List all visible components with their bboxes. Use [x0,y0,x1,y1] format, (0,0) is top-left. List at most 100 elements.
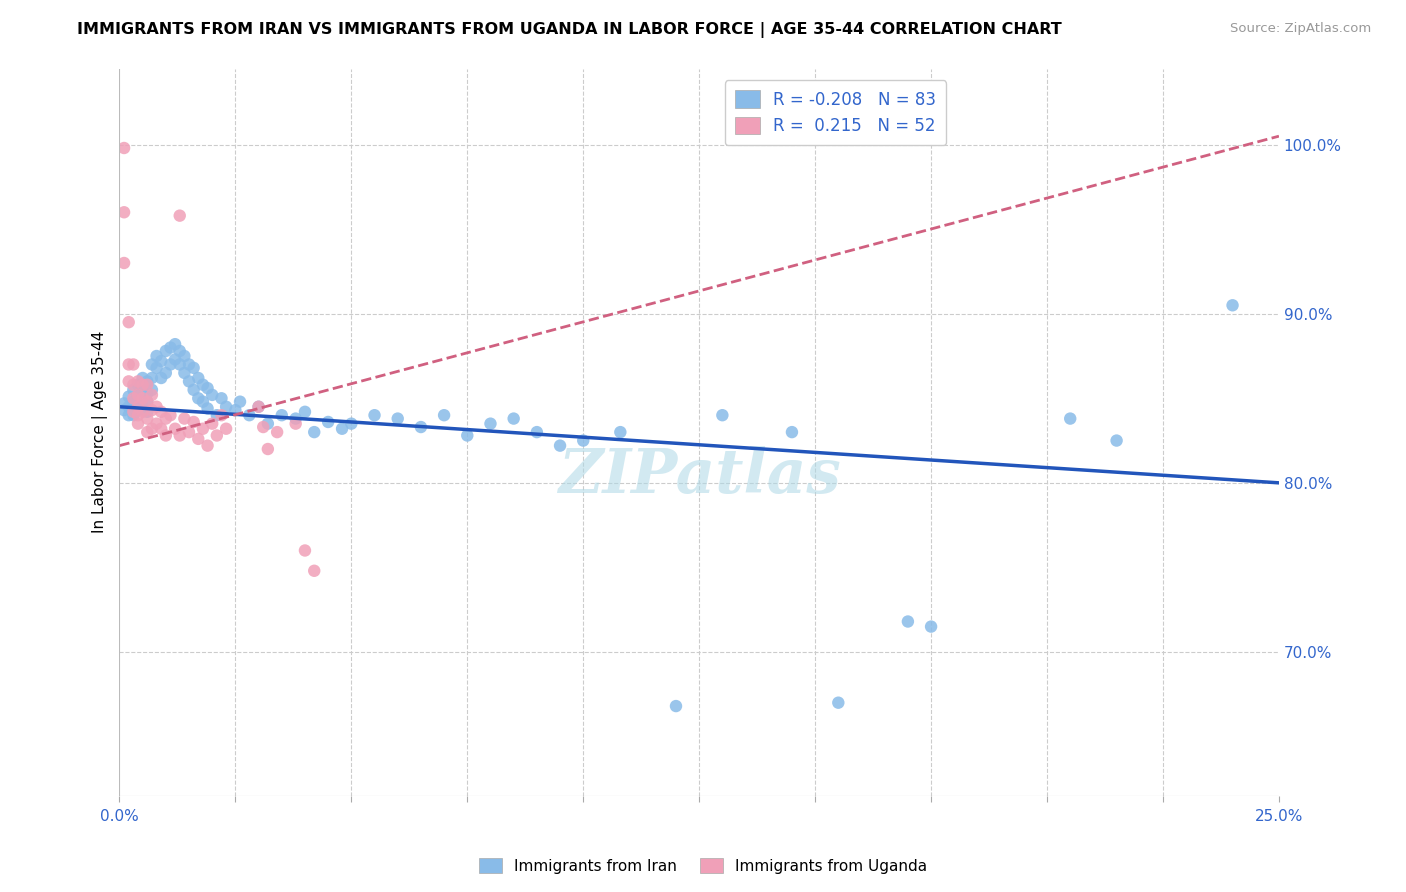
Point [141,358,163,372]
Point [155,366,177,380]
Point [131,392,153,406]
Point [201,417,224,431]
Point [183,360,205,375]
Point [141,388,163,402]
Point [131,371,153,385]
Point [122,400,145,414]
Point [159,408,181,422]
Point [165,352,187,367]
Point [131,377,153,392]
Point [112,396,135,410]
Point [141,371,163,385]
Point [136,405,159,419]
Point [136,377,159,392]
Point [284,417,307,431]
Point [169,343,191,358]
Point [112,256,135,270]
Point [118,358,141,372]
Point [165,337,187,351]
Point [187,371,209,385]
Point [526,425,548,439]
Point [294,405,316,419]
Point [145,417,167,431]
Point [150,371,173,385]
Point [711,408,734,422]
Point [127,400,149,414]
Point [920,619,942,633]
Point [479,417,502,431]
Point [118,400,141,414]
Point [159,358,181,372]
Point [229,394,252,409]
Text: Source: ZipAtlas.com: Source: ZipAtlas.com [1230,22,1371,36]
Point [257,442,280,456]
Point [122,394,145,409]
Point [122,383,145,397]
Point [197,401,219,416]
Point [150,354,173,368]
Point [1105,434,1128,448]
Point [548,439,571,453]
Text: 0.0%: 0.0% [100,809,139,824]
Point [330,422,353,436]
Point [211,392,233,406]
Point [205,408,228,422]
Point [183,415,205,429]
Point [224,403,246,417]
Point [572,434,595,448]
Point [131,400,153,414]
Point [173,366,195,380]
Point [169,428,191,442]
Point [177,425,200,439]
Point [131,405,153,419]
Point [136,425,159,439]
Point [159,341,181,355]
Point [284,411,307,425]
Point [145,400,167,414]
Point [169,209,191,223]
Point [136,394,159,409]
Point [141,403,163,417]
Legend: R = -0.208   N = 83, R =  0.215   N = 52: R = -0.208 N = 83, R = 0.215 N = 52 [724,80,946,145]
Point [215,422,238,436]
Y-axis label: In Labor Force | Age 35-44: In Labor Force | Age 35-44 [93,331,108,533]
Point [150,422,173,436]
Point [201,388,224,402]
Point [141,422,163,436]
Point [238,408,260,422]
Point [136,375,159,389]
Point [191,377,214,392]
Point [780,425,803,439]
Point [191,394,214,409]
Text: IMMIGRANTS FROM IRAN VS IMMIGRANTS FROM UGANDA IN LABOR FORCE | AGE 35-44 CORREL: IMMIGRANTS FROM IRAN VS IMMIGRANTS FROM … [77,22,1062,38]
Point [118,390,141,404]
Point [127,403,149,417]
Point [665,699,688,714]
Point [136,411,159,425]
Point [173,411,195,425]
Point [1222,298,1244,312]
Point [205,428,228,442]
Point [118,315,141,329]
Point [127,417,149,431]
Point [270,408,292,422]
Point [145,360,167,375]
Point [122,405,145,419]
Point [409,420,432,434]
Point [252,420,274,434]
Point [387,411,409,425]
Point [316,415,339,429]
Point [165,422,187,436]
Point [191,422,214,436]
Text: ZIPatlas: ZIPatlas [558,446,841,506]
Point [302,425,325,439]
Point [897,615,920,629]
Point [112,205,135,219]
Point [127,377,149,392]
Point [177,375,200,389]
Point [150,405,173,419]
Point [456,428,478,442]
Point [302,564,325,578]
Point [183,383,205,397]
Point [131,381,153,395]
